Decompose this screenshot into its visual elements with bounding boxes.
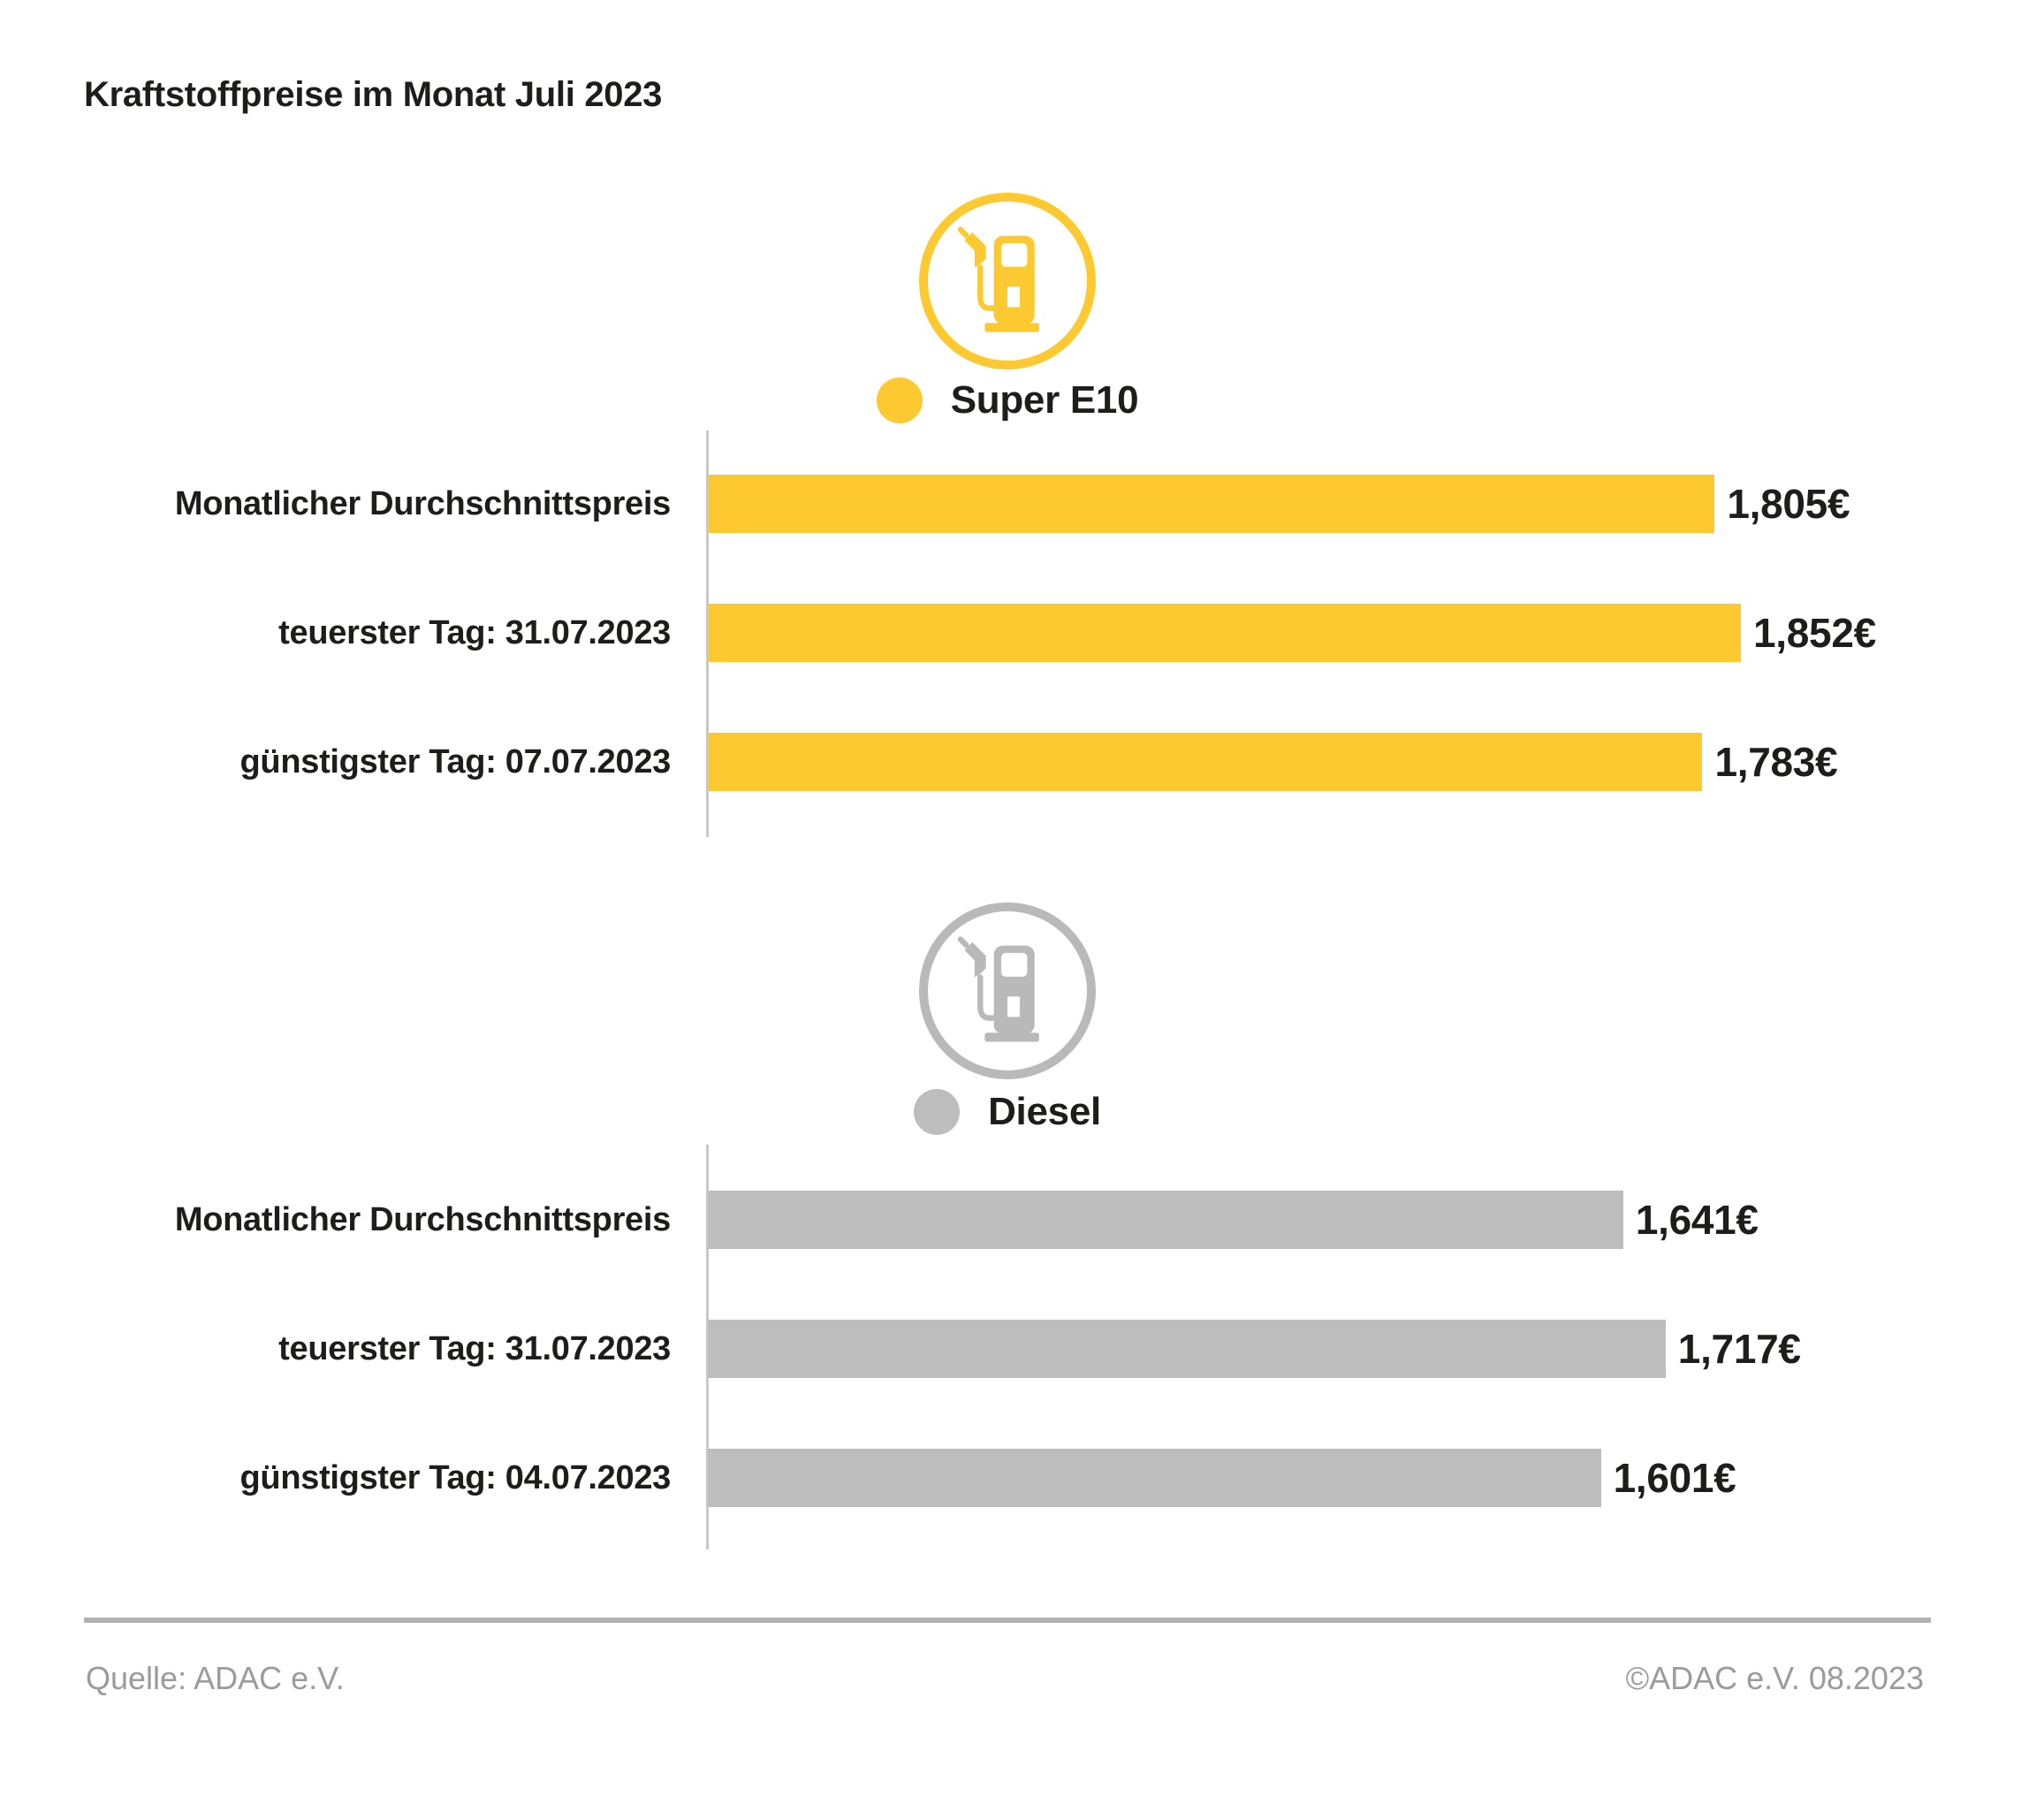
fuel-pump-glyph bbox=[957, 936, 1039, 1042]
value-label-diesel-min: 1,601€ bbox=[1613, 1455, 1736, 1501]
value-label-diesel-max: 1,717€ bbox=[1677, 1326, 1801, 1372]
bar-track: 1,852€ bbox=[708, 604, 1876, 662]
bar-track: 1,717€ bbox=[708, 1320, 1801, 1378]
chart-diesel: Monatlicher Durchschnittspreis 1,641€ te… bbox=[84, 1145, 1931, 1549]
content-area: Kraftstoffpreise im Monat Juli 2023 Supe… bbox=[84, 0, 1931, 1812]
value-label-super-max: 1,852€ bbox=[1753, 610, 1876, 656]
legend-label-super-e10: Super E10 bbox=[950, 378, 1139, 422]
row-label-cheapest-day: günstigster Tag: 07.07.2023 bbox=[239, 742, 672, 780]
row-label-most-expensive-day: teuerster Tag: 31.07.2023 bbox=[278, 613, 671, 651]
copyright-note: ©ADAC e.V. 08.2023 bbox=[1625, 1660, 1924, 1696]
legend-label-diesel: Diesel bbox=[988, 1090, 1101, 1133]
row-label-avg-price: Monatlicher Durchschnittspreis bbox=[174, 1200, 671, 1238]
bar-super-avg bbox=[708, 475, 1715, 533]
value-label-super-avg: 1,805€ bbox=[1727, 481, 1850, 527]
fuel-pump-icon-super-e10 bbox=[919, 193, 1096, 369]
fuel-pump-glyph bbox=[957, 226, 1039, 332]
axis-line-diesel bbox=[706, 1145, 709, 1549]
bar-row: Monatlicher Durchschnittspreis 1,641€ bbox=[84, 1191, 1931, 1249]
bar-super-max bbox=[708, 604, 1741, 662]
bar-row: Monatlicher Durchschnittspreis 1,805€ bbox=[84, 475, 1931, 533]
bar-diesel-min bbox=[708, 1449, 1601, 1507]
chart-super-e10: Monatlicher Durchschnittspreis 1,805€ te… bbox=[84, 430, 1931, 837]
axis-line-super bbox=[706, 430, 709, 837]
legend-dot-super-e10 bbox=[876, 377, 923, 423]
bar-row: teuerster Tag: 31.07.2023 1,717€ bbox=[84, 1320, 1931, 1378]
bar-track: 1,601€ bbox=[708, 1449, 1741, 1507]
bar-row: teuerster Tag: 31.07.2023 1,852€ bbox=[84, 604, 1931, 662]
value-label-diesel-avg: 1,641€ bbox=[1635, 1197, 1759, 1243]
bar-track: 1,805€ bbox=[708, 475, 1850, 533]
page-title: Kraftstoffpreise im Monat Juli 2023 bbox=[84, 75, 663, 114]
bar-diesel-max bbox=[708, 1320, 1666, 1378]
row-label-cheapest-day: günstigster Tag: 04.07.2023 bbox=[239, 1458, 672, 1496]
bar-track: 1,783€ bbox=[708, 733, 1838, 791]
bar-row: günstigster Tag: 04.07.2023 1,601€ bbox=[84, 1449, 1931, 1507]
bar-diesel-avg bbox=[708, 1191, 1623, 1249]
legend-dot-diesel bbox=[914, 1089, 961, 1135]
legend-diesel: Diesel bbox=[84, 1089, 1931, 1135]
footer-divider bbox=[84, 1618, 1931, 1623]
bar-row: günstigster Tag: 07.07.2023 1,783€ bbox=[84, 733, 1931, 791]
row-label-avg-price: Monatlicher Durchschnittspreis bbox=[174, 484, 671, 522]
source-note: Quelle: ADAC e.V. bbox=[86, 1660, 345, 1696]
bar-super-min bbox=[708, 733, 1703, 791]
bar-track: 1,641€ bbox=[708, 1191, 1759, 1249]
row-label-most-expensive-day: teuerster Tag: 31.07.2023 bbox=[278, 1329, 671, 1367]
legend-super-e10: Super E10 bbox=[84, 377, 1931, 423]
fuel-pump-icon-diesel bbox=[919, 902, 1096, 1079]
value-label-super-min: 1,783€ bbox=[1714, 739, 1838, 785]
